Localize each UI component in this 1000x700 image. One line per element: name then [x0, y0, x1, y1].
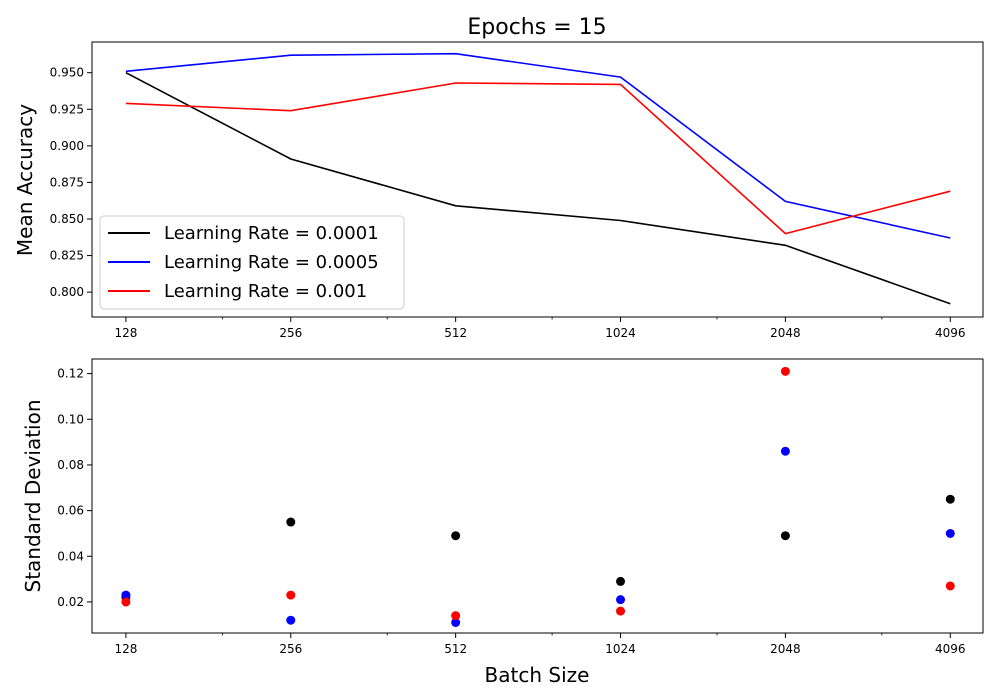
- series-line: [125, 82, 951, 235]
- y-tick-label: 0.08: [57, 458, 84, 472]
- x-axis-label: Batch Size: [485, 663, 590, 687]
- y-tick-label: 0.12: [57, 367, 84, 381]
- legend: Learning Rate = 0.0001 Learning Rate = 0.…: [99, 215, 405, 310]
- x-tick-label: 512: [444, 326, 467, 340]
- y-tick-label: 0.950: [50, 66, 84, 80]
- scatter-point: [945, 494, 955, 504]
- x-tick-label: 1024: [605, 642, 636, 656]
- scatter-point: [121, 590, 131, 600]
- scatter-point: [616, 576, 626, 586]
- y-tick-label: 0.850: [50, 212, 84, 226]
- y-tick-label: 0.06: [57, 504, 84, 518]
- y-tick-label: 0.875: [50, 175, 84, 189]
- scatter-point: [780, 446, 790, 456]
- plot-area-top: [91, 41, 984, 318]
- legend-label: Learning Rate = 0.001: [164, 281, 367, 302]
- x-tick-label: 4096: [935, 326, 966, 340]
- series-line: [125, 52, 951, 239]
- scatter-point: [780, 531, 790, 541]
- scatter-point: [451, 617, 461, 627]
- scatter-point: [451, 531, 461, 541]
- scatter-point: [945, 581, 955, 591]
- x-tick-label: 128: [114, 642, 137, 656]
- y-tick-label: 0.825: [50, 249, 84, 263]
- scatter-point: [780, 366, 790, 376]
- y-axis-label-bottom: Standard Deviation: [21, 399, 45, 592]
- x-tick-label: 256: [279, 642, 302, 656]
- chart-title: Epochs = 15: [467, 15, 606, 40]
- scatter-point: [616, 595, 626, 605]
- x-tick-label: 256: [279, 326, 302, 340]
- x-tick-label: 2048: [770, 326, 801, 340]
- y-tick-label: 0.900: [50, 139, 84, 153]
- x-tick-label: 512: [444, 642, 467, 656]
- x-tick-label: 2048: [770, 642, 801, 656]
- scatter-point: [121, 597, 131, 607]
- scatter-point: [616, 606, 626, 616]
- legend-label: Learning Rate = 0.0005: [164, 252, 379, 273]
- plot-area-bottom: [91, 358, 984, 634]
- standard-deviation-panel: 128 256 512 1024 2048 4096 0.02 0.04 0.06 0.08 0.…: [21, 358, 984, 687]
- scatter-point: [286, 517, 296, 527]
- series-line: [125, 71, 951, 305]
- y-tick-label: 0.04: [57, 549, 84, 563]
- x-tick-label: 128: [114, 326, 137, 340]
- y-tick-label: 0.10: [57, 412, 84, 426]
- legend-label: Learning Rate = 0.0001: [164, 223, 379, 244]
- scatter-point: [286, 590, 296, 600]
- scatter-point: [451, 611, 461, 621]
- x-tick-label: 1024: [605, 326, 636, 340]
- scatter-point: [945, 528, 955, 538]
- y-axis-label-top: Mean Accuracy: [13, 104, 37, 256]
- y-tick-label: 0.02: [57, 595, 84, 609]
- legend-box: [99, 215, 405, 310]
- y-tick-label: 0.800: [50, 285, 84, 299]
- scatter-point: [286, 615, 296, 625]
- y-tick-label: 0.925: [50, 102, 84, 116]
- x-tick-label: 4096: [935, 642, 966, 656]
- mean-accuracy-panel: Epochs = 15 128 256 512 1024 2048 4096 0.800 0…: [13, 15, 984, 340]
